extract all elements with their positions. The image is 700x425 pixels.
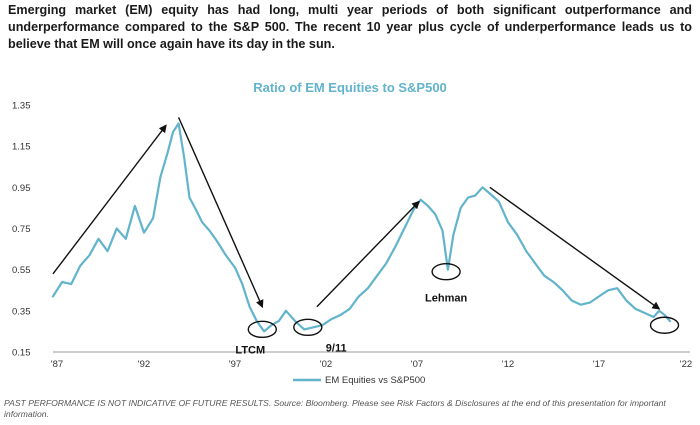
x-tick-label: '22	[680, 359, 692, 370]
x-tick-label: '97	[229, 359, 241, 370]
event-label: 9/11	[326, 342, 347, 354]
trend-arrow	[52, 124, 167, 275]
series-line	[51, 122, 672, 333]
x-tick-label: '07	[411, 359, 423, 370]
x-tick-label: '12	[502, 359, 514, 370]
intro-text: Emerging market (EM) equity has had long…	[8, 3, 692, 51]
footnote: PAST PERFORMANCE IS NOT INDICATIVE OF FU…	[4, 398, 666, 419]
x-tick-label: '87	[51, 359, 63, 370]
y-tick-label: 0.55	[12, 265, 31, 276]
x-tick-label: '92	[138, 359, 150, 370]
trend-arrow	[177, 117, 264, 309]
trend-arrow	[316, 200, 420, 308]
y-tick-label: 0.35	[12, 306, 31, 317]
event-circle	[649, 316, 680, 334]
x-tick-label: '02	[320, 359, 332, 370]
x-tick-label: '17	[593, 359, 605, 370]
y-tick-label: 0.75	[12, 224, 31, 235]
trend-arrow	[489, 186, 661, 310]
y-tick-label: 1.35	[12, 101, 31, 112]
chart-title: Ratio of EM Equities to S&P500	[253, 80, 447, 95]
event-circle	[431, 263, 461, 281]
legend-label: EM Equities vs S&P500	[325, 375, 425, 386]
event-circle	[293, 318, 323, 336]
y-tick-label: 0.15	[12, 348, 31, 359]
y-tick-label: 1.15	[12, 142, 31, 153]
y-tick-label: 0.95	[12, 183, 31, 194]
event-label: Lehman	[425, 293, 467, 305]
event-circle	[247, 320, 277, 339]
event-label: LTCM	[235, 344, 265, 356]
